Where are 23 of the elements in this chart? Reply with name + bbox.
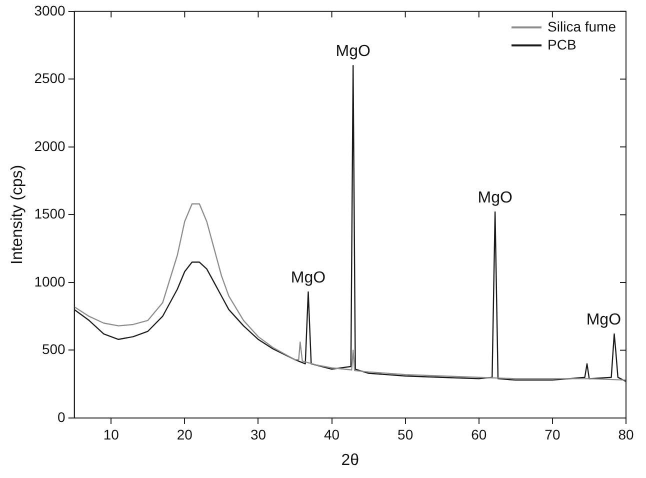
legend-label: Silica fume — [548, 18, 616, 34]
x-tick-label: 80 — [618, 426, 634, 442]
x-tick-label: 70 — [544, 426, 560, 442]
annotation: MgO — [478, 189, 512, 206]
y-axis-title: Intensity (cps) — [9, 164, 26, 264]
annotation: MgO — [290, 269, 326, 286]
x-tick-label: 30 — [250, 426, 266, 442]
x-tick-label: 60 — [471, 426, 487, 442]
annotation: MgO — [336, 43, 370, 60]
legend-label: PCB — [548, 36, 576, 52]
x-tick-label: 20 — [176, 426, 193, 442]
y-tick-label: 1500 — [34, 206, 66, 222]
x-axis-title: 2θ — [341, 452, 360, 469]
y-tick-label: 2500 — [34, 70, 66, 86]
y-tick-label: 3000 — [34, 2, 66, 18]
y-tick-label: 1000 — [34, 273, 66, 290]
x-tick-label: 10 — [103, 426, 120, 442]
y-tick-label: 2000 — [34, 138, 66, 154]
y-tick-label: 0 — [58, 408, 66, 425]
annotation: MgO — [586, 311, 621, 328]
y-tick-label: 500 — [42, 341, 66, 358]
x-tick-label: 40 — [324, 426, 340, 442]
x-tick-label: 50 — [398, 426, 414, 442]
